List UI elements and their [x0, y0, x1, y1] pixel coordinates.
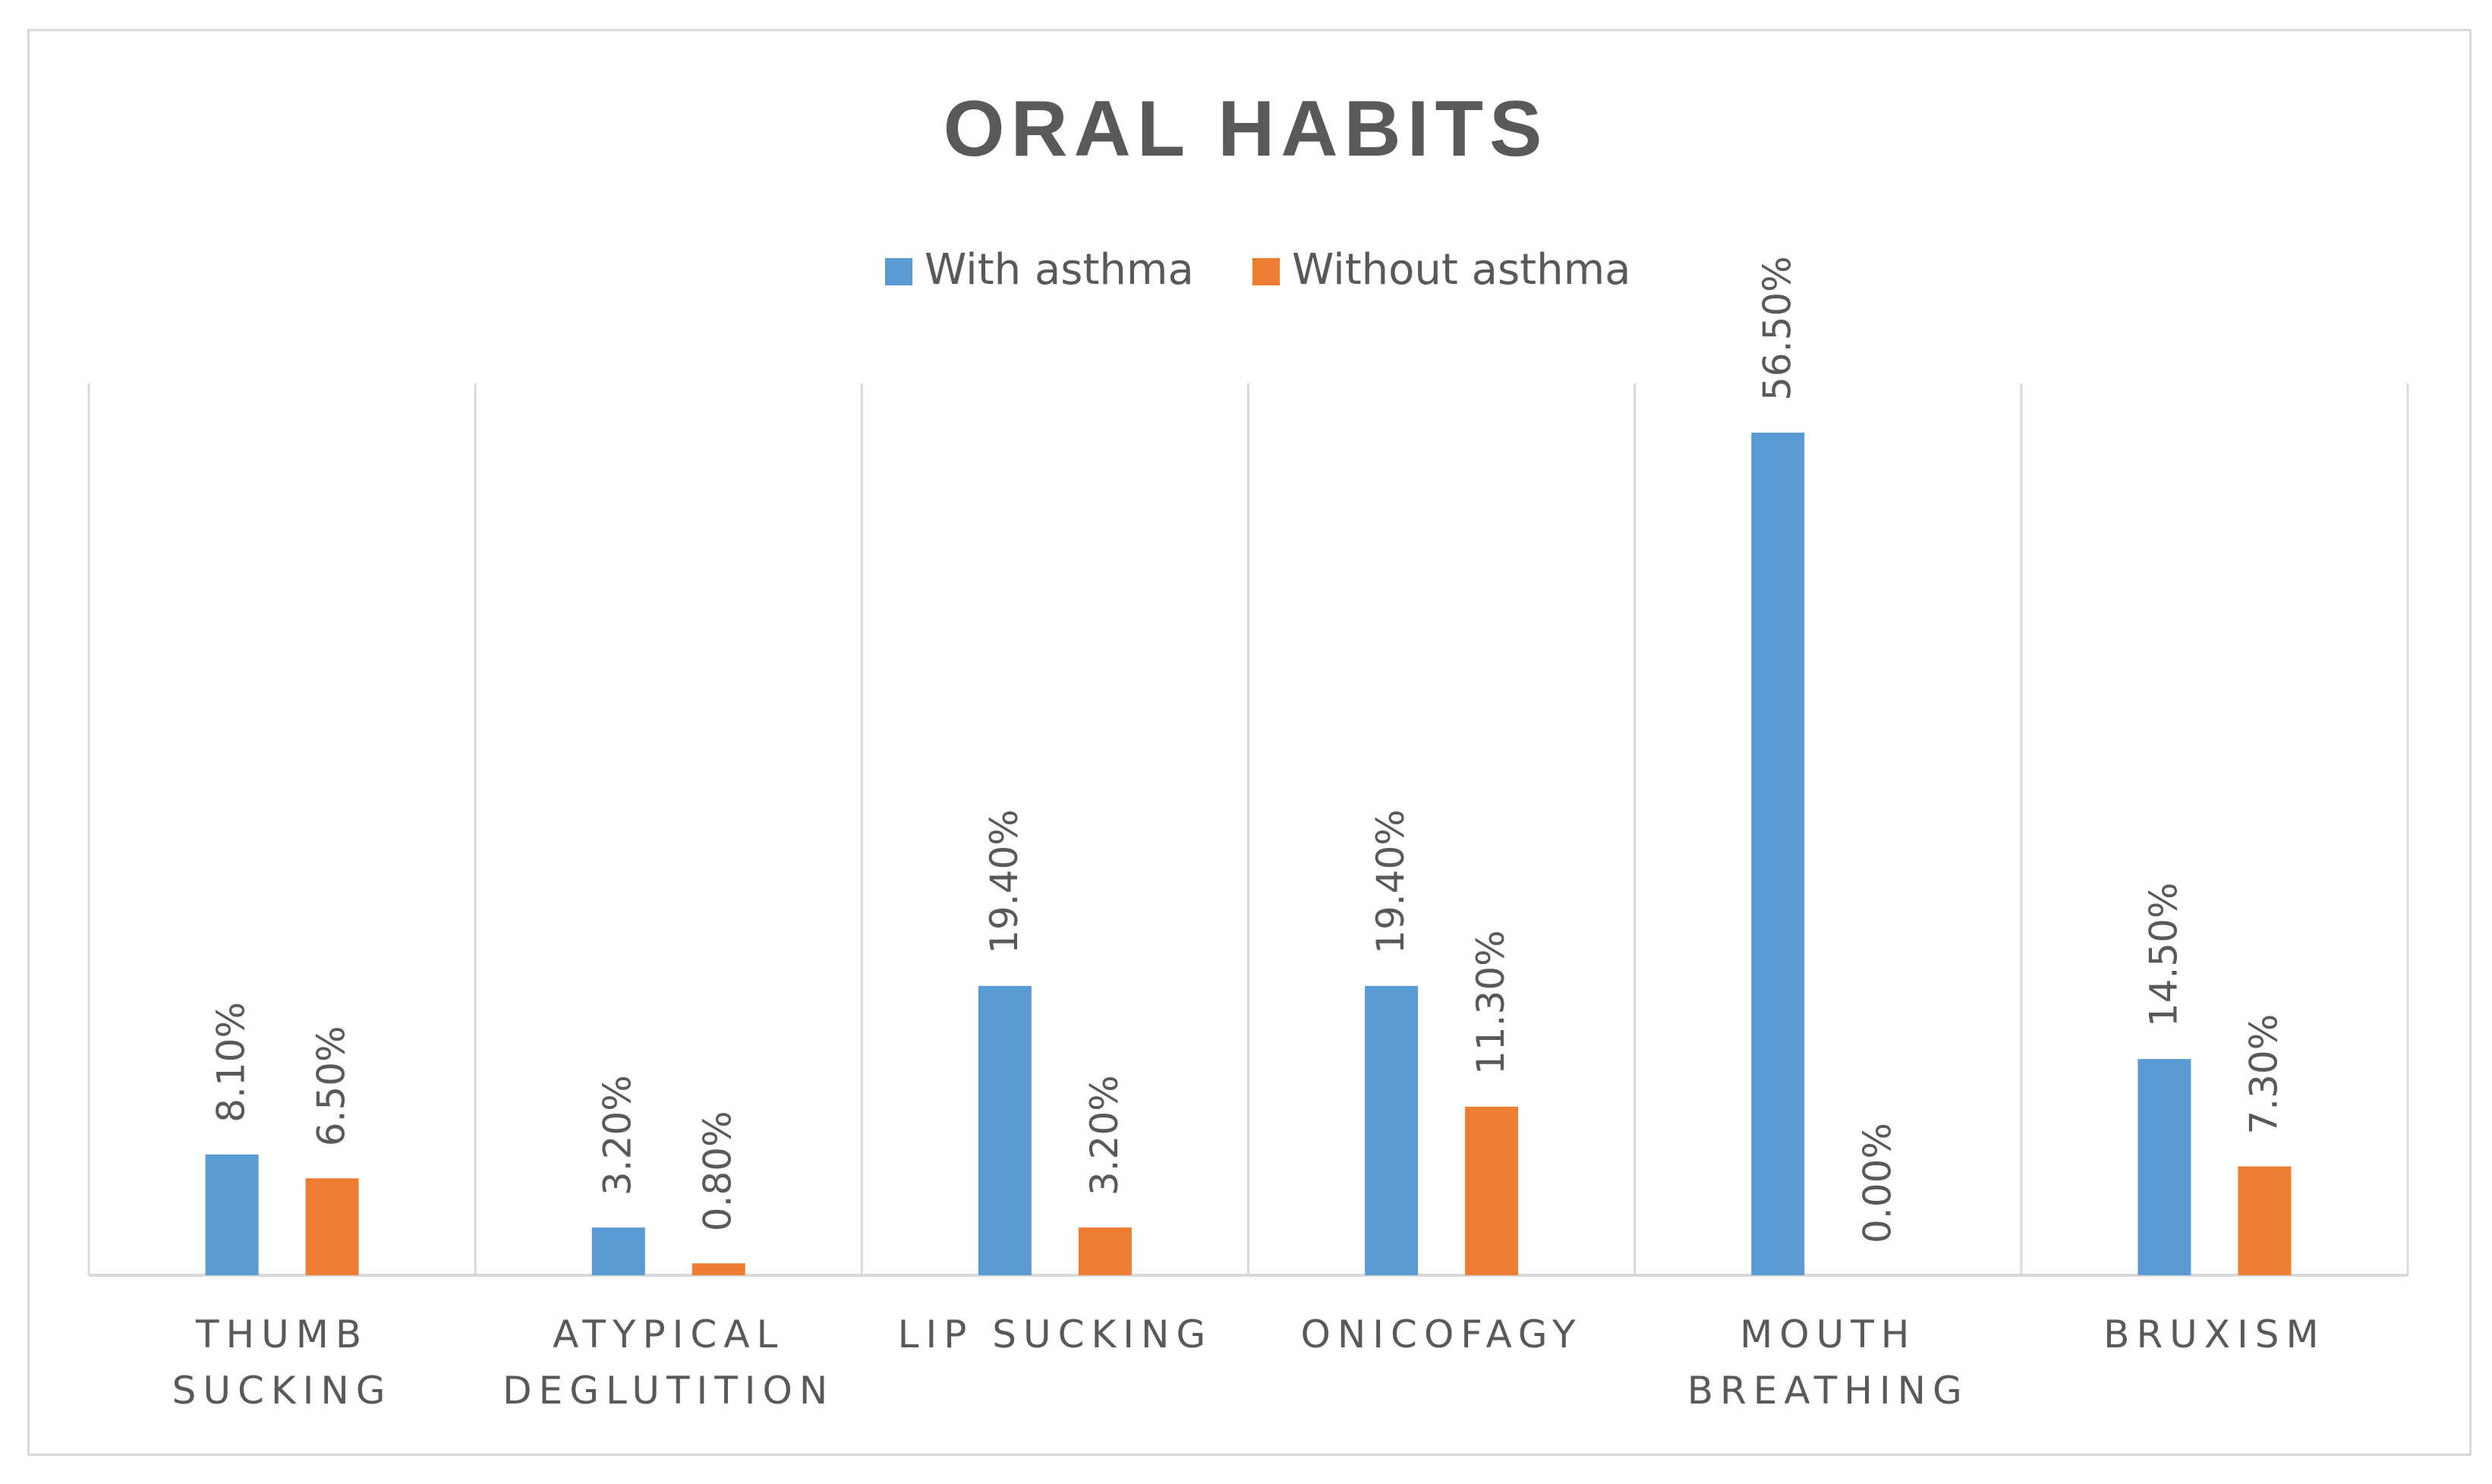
data-label: 3.20%	[596, 1075, 640, 1196]
data-label: 6.50%	[310, 1026, 354, 1146]
legend-swatch-with-asthma	[885, 258, 912, 285]
category-label: ONICOFAGY	[1301, 1312, 1583, 1356]
bar-without-asthma	[1465, 1107, 1519, 1275]
legend-label-with-asthma: With asthma	[925, 245, 1194, 295]
data-label: 56.50%	[1755, 256, 1799, 401]
category-label: SUCKING	[172, 1369, 392, 1413]
chart-title: ORAL HABITS	[944, 85, 1548, 173]
data-label: 8.10%	[210, 1002, 254, 1123]
data-label: 11.30%	[1469, 930, 1513, 1075]
data-labels: 8.10% 6.50% 3.20% 0.80% 19.40% 3.20% 19.40% 11.…	[210, 256, 2286, 1243]
category-separators	[87, 383, 2409, 1277]
category-label: DEGLUTITION	[502, 1369, 834, 1413]
bar-with-asthma	[2138, 1059, 2191, 1275]
data-label: 0.80%	[696, 1111, 740, 1231]
data-label: 7.30%	[2242, 1014, 2286, 1135]
legend-swatch-without-asthma	[1252, 258, 1280, 285]
data-label: 0.00%	[1855, 1123, 1899, 1243]
bar-with-asthma	[205, 1154, 259, 1275]
data-label: 19.40%	[1369, 809, 1413, 954]
category-label: BRUXISM	[2103, 1312, 2326, 1356]
data-label: 19.40%	[982, 809, 1026, 954]
legend: With asthma Without asthma	[885, 245, 1630, 295]
bar-without-asthma	[1078, 1227, 1132, 1275]
bar-with-asthma	[978, 985, 1032, 1275]
legend-label-without-asthma: Without asthma	[1292, 245, 1630, 295]
bars	[205, 433, 2292, 1275]
data-label: 3.20%	[1082, 1075, 1126, 1196]
bar-without-asthma	[305, 1178, 359, 1275]
data-label: 14.50%	[2141, 882, 2185, 1027]
bar-with-asthma	[591, 1227, 645, 1275]
bar-with-asthma	[1365, 985, 1419, 1275]
category-label: LIP SUCKING	[898, 1312, 1213, 1356]
bar-without-asthma	[692, 1263, 745, 1275]
category-labels: THUMB SUCKING ATYPICAL DEGLUTITION LIP SUCKI…	[172, 1312, 2326, 1413]
bar-without-asthma	[2238, 1166, 2292, 1275]
category-label: BREATHING	[1687, 1369, 1969, 1413]
category-label: MOUTH	[1740, 1312, 1916, 1356]
category-label: THUMB	[195, 1312, 368, 1356]
bar-with-asthma	[1751, 433, 1805, 1275]
category-label: ATYPICAL	[553, 1312, 784, 1356]
